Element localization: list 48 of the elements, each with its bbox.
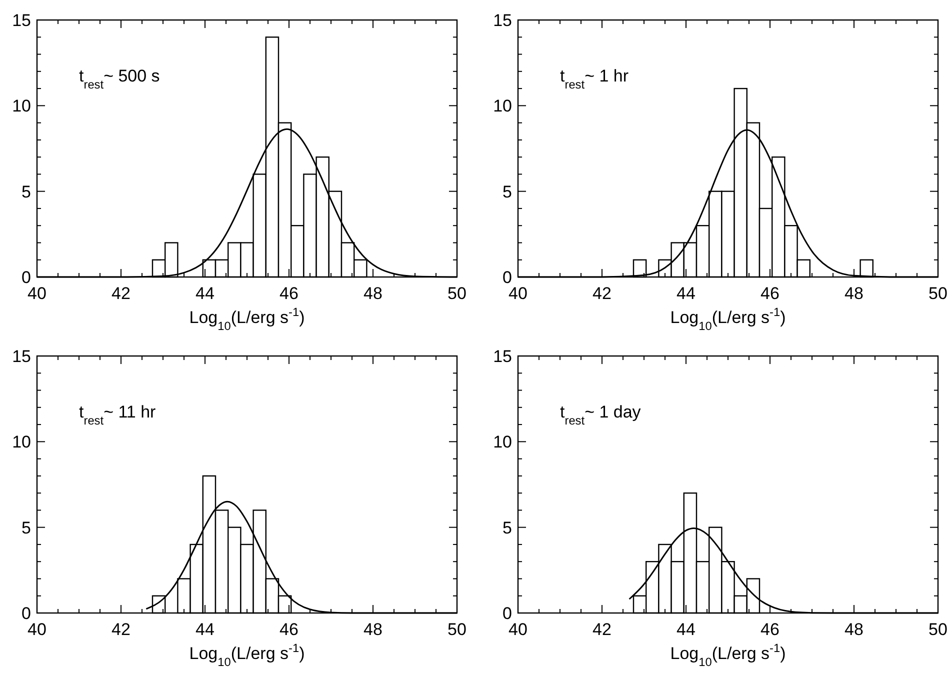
y-tick-label: 10 <box>493 96 512 116</box>
x-tick-label: 40 <box>28 620 46 639</box>
y-tick-label: 10 <box>493 432 512 452</box>
x-tick-label: 42 <box>112 620 130 639</box>
x-tick-label: 40 <box>508 620 528 639</box>
annotation: t$_{rest}$~ 1 day <box>560 402 642 428</box>
y-tick-label: 0 <box>22 268 31 287</box>
x-axis-title: Log$_{10}$(L/erg s$^{-1}$) <box>189 641 305 669</box>
y-tick-label: 15 <box>493 347 512 366</box>
x-tick-label: 50 <box>928 620 948 639</box>
y-tick-label: 5 <box>22 182 31 202</box>
y-tick-label: 15 <box>12 347 31 366</box>
y-tick-label: 5 <box>502 518 512 538</box>
x-tick-label: 50 <box>448 284 466 303</box>
y-tick-label: 10 <box>12 432 31 452</box>
x-tick-label: 50 <box>448 620 466 639</box>
x-tick-label: 46 <box>760 284 780 303</box>
x-tick-label: 44 <box>196 284 214 303</box>
x-tick-label: 42 <box>592 620 612 639</box>
x-tick-label: 42 <box>592 284 612 303</box>
y-tick-label: 15 <box>493 11 512 30</box>
y-tick-label: 15 <box>12 11 31 30</box>
x-tick-label: 40 <box>508 284 528 303</box>
y-tick-label: 0 <box>502 268 512 287</box>
x-tick-label: 44 <box>196 620 214 639</box>
y-tick-label: 10 <box>12 96 31 116</box>
annotation: t$_{rest}$~ 11 hr <box>79 402 156 428</box>
y-tick-label: 0 <box>22 604 31 623</box>
x-axis-title: Log$_{10}$(L/erg s$^{-1}$) <box>189 305 305 333</box>
y-tick-label: 5 <box>502 182 512 202</box>
annotation: t$_{rest}$~ 1 hr <box>560 66 629 92</box>
x-tick-label: 48 <box>364 284 382 303</box>
x-tick-label: 44 <box>676 620 696 639</box>
x-tick-label: 44 <box>676 284 696 303</box>
x-tick-label: 46 <box>280 284 298 303</box>
x-tick-label: 50 <box>928 284 948 303</box>
x-axis-title: Log$_{10}$(L/erg s$^{-1}$) <box>670 641 786 669</box>
x-tick-label: 42 <box>112 284 130 303</box>
y-tick-label: 5 <box>22 518 31 538</box>
x-tick-label: 48 <box>844 284 864 303</box>
x-tick-label: 40 <box>28 284 46 303</box>
x-tick-label: 46 <box>760 620 780 639</box>
x-tick-label: 48 <box>364 620 382 639</box>
y-tick-label: 0 <box>502 604 512 623</box>
x-tick-label: 48 <box>844 620 864 639</box>
x-tick-label: 46 <box>280 620 298 639</box>
annotation: t$_{rest}$~ 500 s <box>79 66 160 92</box>
x-axis-title: Log$_{10}$(L/erg s$^{-1}$) <box>670 305 786 333</box>
